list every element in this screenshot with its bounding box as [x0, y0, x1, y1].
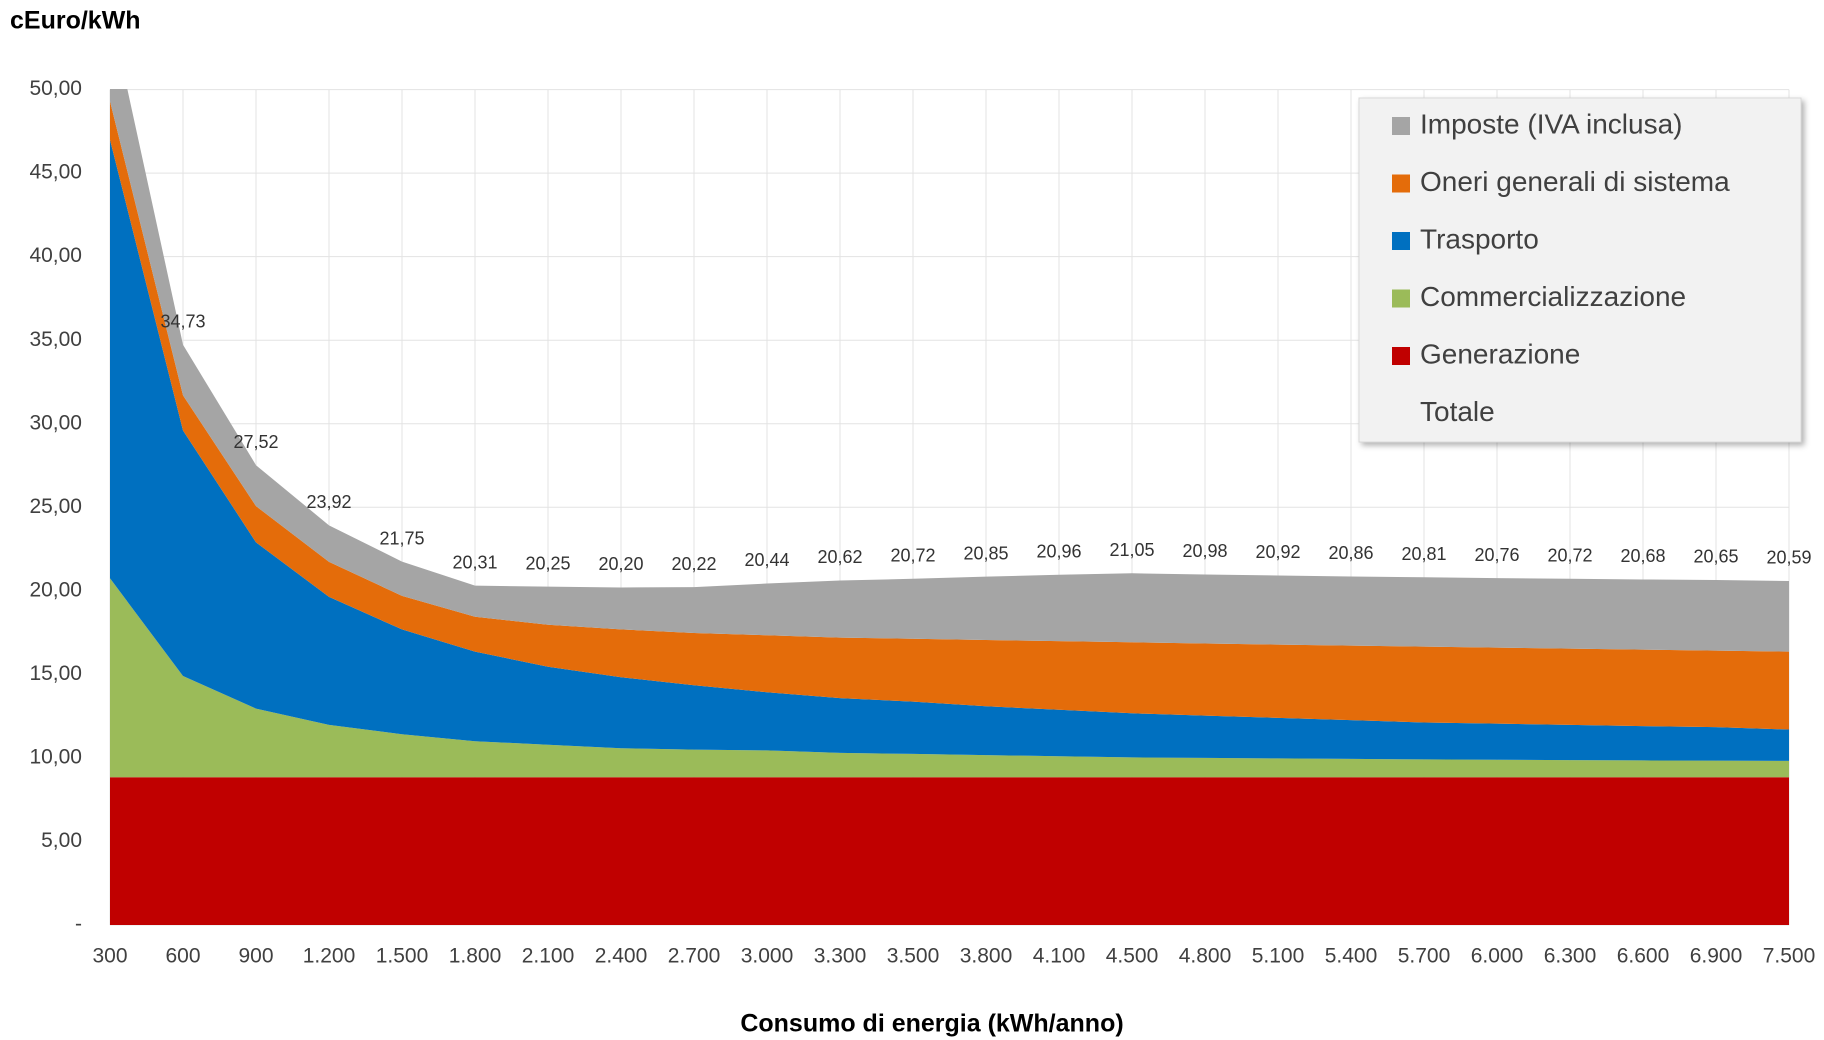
data-label: 20,22 [671, 554, 716, 574]
legend-label: Trasporto [1420, 223, 1539, 254]
y-tick-label: 45,00 [29, 161, 82, 184]
y-tick-label: 5,00 [41, 829, 82, 852]
data-label: 20,92 [1255, 542, 1300, 562]
x-tick-label: 2.400 [595, 945, 648, 968]
y-tick-label: 50,00 [29, 77, 82, 100]
data-label: 20,72 [890, 546, 935, 566]
x-tick-label: 4.100 [1033, 945, 1086, 968]
data-label: 20,25 [525, 553, 570, 573]
x-tick-label: 3.500 [887, 945, 940, 968]
data-label: 20,68 [1620, 546, 1665, 566]
legend-swatch [1392, 347, 1410, 365]
data-label: 23,92 [306, 492, 351, 512]
x-tick-label: 3.000 [741, 945, 794, 968]
legend-label: Commercializzazione [1420, 281, 1686, 312]
x-tick-label: 300 [92, 945, 127, 968]
legend-swatch [1392, 174, 1410, 193]
data-label: 27,52 [233, 432, 278, 452]
x-tick-label: 900 [238, 945, 273, 968]
data-label: 20,98 [1182, 541, 1227, 561]
x-tick-label: 2.100 [522, 945, 575, 968]
x-tick-label: 600 [165, 945, 200, 968]
y-tick-label: 35,00 [29, 328, 82, 351]
x-tick-label: 5.400 [1325, 945, 1378, 968]
x-axis-title: Consumo di energia (kWh/anno) [740, 1010, 1123, 1038]
data-label: 21,75 [379, 528, 424, 548]
x-tick-label: 2.700 [668, 945, 721, 968]
data-label: 20,86 [1328, 543, 1373, 563]
data-label: 34,73 [160, 311, 205, 331]
y-tick-label: 15,00 [29, 662, 82, 685]
data-label: 20,72 [1547, 546, 1592, 566]
x-tick-label: 1.200 [303, 945, 356, 968]
data-label: 20,81 [1401, 544, 1446, 564]
data-label: 20,44 [744, 550, 789, 570]
x-tick-label: 6.600 [1617, 945, 1670, 968]
x-tick-label: 1.800 [449, 945, 502, 968]
legend: Imposte (IVA inclusa) Oneri generali di s… [1392, 108, 1730, 427]
data-label: 20,85 [963, 543, 1008, 563]
legend-label: Imposte (IVA inclusa) [1420, 108, 1682, 139]
x-tick-label: 1.500 [376, 945, 429, 968]
y-tick-label: 25,00 [29, 495, 82, 518]
x-tick-label: 7.500 [1763, 945, 1816, 968]
x-tick-label: 4.800 [1179, 945, 1232, 968]
y-tick-label: 20,00 [29, 578, 82, 601]
area [110, 777, 1789, 925]
area [110, 139, 1789, 761]
data-label: 21,05 [1109, 540, 1154, 560]
legend-swatch [1392, 232, 1410, 250]
data-label: 20,96 [1036, 542, 1081, 562]
legend-swatch [1392, 289, 1410, 308]
y-tick-label: - [75, 913, 82, 936]
legend-label: Totale [1420, 396, 1495, 427]
data-label: 20,76 [1474, 545, 1519, 565]
data-label: 20,62 [817, 547, 862, 567]
x-tick-label: 5.700 [1398, 945, 1451, 968]
x-tick-label: 4.500 [1106, 945, 1159, 968]
legend-label: Generazione [1420, 338, 1580, 369]
plot-area [110, 89, 1789, 925]
x-tick-label: 6.300 [1544, 945, 1597, 968]
area [110, 101, 1789, 730]
x-tick-label: 5.100 [1252, 945, 1305, 968]
legend-label: Oneri generali di sistema [1420, 166, 1730, 197]
y-tick-label: 40,00 [29, 244, 82, 267]
area [110, 89, 1789, 652]
data-label: 20,65 [1693, 547, 1738, 567]
data-label: 20,31 [452, 552, 497, 572]
data-label: 20,59 [1766, 548, 1811, 568]
data-label: 20,20 [598, 554, 643, 574]
y-tick-label: 10,00 [29, 745, 82, 768]
legend-swatch [1392, 117, 1410, 135]
labels: - 5,00 10,00 15,00 20,00 25,00 30,00 35,00 40,00… [29, 77, 1815, 967]
x-tick-label: 6.000 [1471, 945, 1524, 968]
x-tick-label: 3.800 [960, 945, 1013, 968]
x-tick-label: 6.900 [1690, 945, 1743, 968]
y-tick-label: 30,00 [29, 411, 82, 434]
area [110, 578, 1789, 778]
legend-box [1358, 97, 1802, 443]
y-axis-title: cEuro/kWh [10, 7, 141, 35]
x-tick-label: 3.300 [814, 945, 867, 968]
